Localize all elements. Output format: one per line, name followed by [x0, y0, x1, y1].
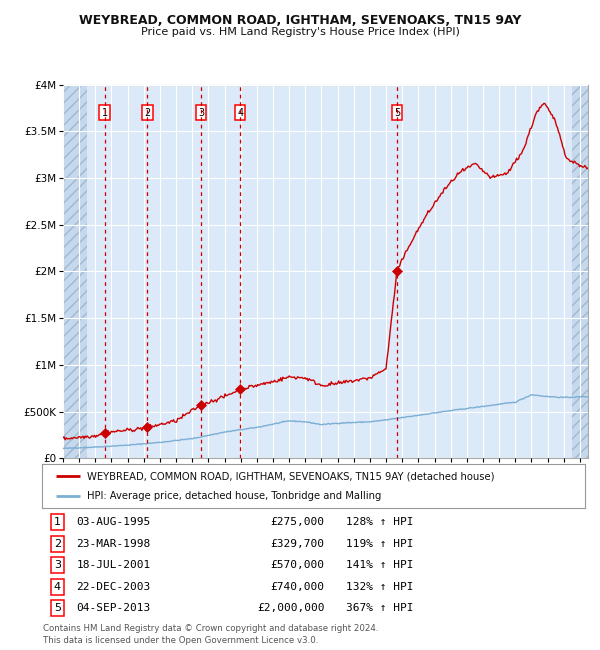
Text: 5: 5 [394, 107, 400, 118]
Text: 119% ↑ HPI: 119% ↑ HPI [346, 539, 413, 549]
Text: 367% ↑ HPI: 367% ↑ HPI [346, 603, 413, 613]
Text: £275,000: £275,000 [271, 517, 325, 527]
Text: £2,000,000: £2,000,000 [257, 603, 325, 613]
Text: 2: 2 [53, 539, 61, 549]
Text: Contains HM Land Registry data © Crown copyright and database right 2024.
This d: Contains HM Land Registry data © Crown c… [43, 624, 379, 645]
Text: £740,000: £740,000 [271, 582, 325, 592]
Text: 03-AUG-1995: 03-AUG-1995 [76, 517, 151, 527]
Text: 4: 4 [237, 107, 243, 118]
Text: 132% ↑ HPI: 132% ↑ HPI [346, 582, 413, 592]
Text: Price paid vs. HM Land Registry's House Price Index (HPI): Price paid vs. HM Land Registry's House … [140, 27, 460, 37]
Text: HPI: Average price, detached house, Tonbridge and Malling: HPI: Average price, detached house, Tonb… [86, 491, 381, 501]
Text: 18-JUL-2001: 18-JUL-2001 [76, 560, 151, 570]
Text: WEYBREAD, COMMON ROAD, IGHTHAM, SEVENOAKS, TN15 9AY (detached house): WEYBREAD, COMMON ROAD, IGHTHAM, SEVENOAK… [86, 471, 494, 481]
Text: 1: 1 [101, 107, 108, 118]
Text: WEYBREAD, COMMON ROAD, IGHTHAM, SEVENOAKS, TN15 9AY: WEYBREAD, COMMON ROAD, IGHTHAM, SEVENOAK… [79, 14, 521, 27]
Text: 1: 1 [54, 517, 61, 527]
Text: 5: 5 [54, 603, 61, 613]
Text: £570,000: £570,000 [271, 560, 325, 570]
Text: 2: 2 [144, 107, 151, 118]
Bar [63, 84, 87, 458]
Text: 04-SEP-2013: 04-SEP-2013 [76, 603, 151, 613]
Text: 4: 4 [53, 582, 61, 592]
Bar [572, 84, 588, 458]
Text: £329,700: £329,700 [271, 539, 325, 549]
Text: 3: 3 [198, 107, 204, 118]
Text: 128% ↑ HPI: 128% ↑ HPI [346, 517, 413, 527]
Text: 3: 3 [54, 560, 61, 570]
Text: 23-MAR-1998: 23-MAR-1998 [76, 539, 151, 549]
Text: 141% ↑ HPI: 141% ↑ HPI [346, 560, 413, 570]
Text: 22-DEC-2003: 22-DEC-2003 [76, 582, 151, 592]
